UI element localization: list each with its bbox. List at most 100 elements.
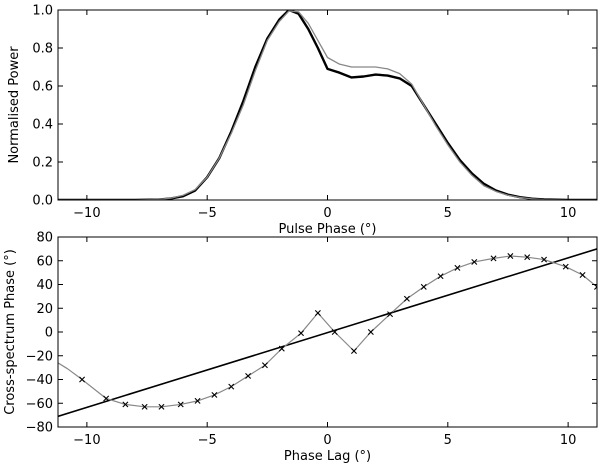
x-tick-label: 0 (323, 206, 331, 221)
x-marker-stroke (211, 391, 218, 398)
x-marker-stroke (387, 311, 394, 318)
x-marker (298, 330, 305, 337)
y-tick-label: 80 (36, 231, 53, 246)
data-group (58, 248, 597, 418)
series-line-0 (58, 10, 597, 200)
x-marker (420, 283, 427, 290)
y-tick-label: 0.2 (32, 156, 53, 171)
x-marker-stroke (141, 403, 148, 410)
x-marker-stroke (314, 310, 321, 316)
x-marker-stroke (420, 283, 427, 290)
series-line-1 (58, 255, 597, 408)
x-marker-stroke (122, 401, 129, 408)
x-marker (245, 372, 252, 379)
y-tick-label: 0.0 (32, 194, 53, 209)
y-tick-label: 60 (36, 254, 53, 269)
x-marker-stroke (194, 397, 201, 404)
x-marker (177, 401, 184, 408)
series-line-1 (58, 10, 597, 200)
x-marker (228, 383, 235, 390)
x-axis-label: Pulse Phase (°) (279, 222, 377, 237)
y-tick-label: 20 (36, 302, 53, 317)
x-marker (314, 310, 321, 316)
x-marker-stroke (245, 372, 252, 379)
x-marker (594, 283, 597, 290)
x-marker-stroke (331, 329, 338, 335)
x-marker (541, 256, 548, 263)
x-marker (403, 295, 410, 302)
y-axis-label: Normalised Power (7, 46, 22, 164)
y-tick-label: 0 (45, 326, 53, 341)
x-marker-stroke (103, 395, 110, 402)
x-marker-stroke (541, 256, 548, 263)
x-marker-stroke (367, 329, 374, 335)
x-marker (261, 362, 268, 369)
x-marker (524, 254, 531, 261)
x-marker (471, 258, 478, 265)
x-tick-label: −10 (73, 206, 100, 221)
x-marker (79, 376, 86, 383)
y-axis-label: Cross-spectrum Phase (°) (3, 249, 18, 415)
x-marker (437, 273, 444, 280)
x-marker-stroke (298, 330, 305, 337)
x-marker-stroke (177, 401, 184, 408)
x-marker-stroke (79, 376, 86, 383)
x-marker (350, 348, 357, 354)
x-tick-label: −5 (198, 433, 217, 448)
x-marker (141, 403, 148, 410)
x-marker-stroke (261, 362, 268, 369)
x-marker (103, 395, 110, 402)
x-tick-label: 5 (444, 206, 452, 221)
x-marker-stroke (350, 348, 357, 354)
top-panel-pulse-profile: −10 −5 0 5 10 0.0 0.2 0.4 0.6 0.8 1.0 Pulse Phase (… (7, 4, 598, 237)
x-marker (158, 403, 165, 410)
x-marker (454, 264, 461, 271)
x-marker (387, 311, 394, 318)
data-group (58, 10, 597, 200)
y-tick-label: 1.0 (32, 4, 53, 19)
x-marker-stroke (490, 255, 497, 262)
x-marker-stroke (437, 273, 444, 280)
y-tick-label: −20 (26, 349, 53, 364)
x-marker (331, 329, 338, 335)
x-tick-label: 5 (444, 433, 452, 448)
x-marker (211, 391, 218, 398)
x-marker (122, 401, 129, 408)
x-marker-stroke (403, 295, 410, 302)
x-marker-stroke (278, 345, 285, 352)
y-tick-label: 0.4 (32, 118, 53, 133)
y-tick-label: −40 (26, 373, 53, 388)
x-marker (278, 345, 285, 352)
y-tick-label: 40 (36, 278, 53, 293)
y-tick-label: −60 (26, 397, 53, 412)
x-marker-stroke (594, 283, 597, 288)
x-axis-label: Phase Lag (°) (284, 449, 371, 464)
x-marker (507, 253, 514, 259)
y-tick-label: 0.6 (32, 80, 53, 95)
x-marker-stroke (507, 253, 514, 259)
x-tick-label: −10 (73, 433, 100, 448)
x-marker-stroke (579, 272, 586, 278)
x-marker-stroke (471, 258, 478, 265)
series-line-0 (58, 248, 597, 418)
x-marker (367, 329, 374, 335)
x-tick-label: 10 (560, 206, 577, 221)
x-marker-stroke (594, 286, 597, 290)
y-tick-label: 0.8 (32, 42, 53, 57)
x-tick-label: −5 (198, 206, 217, 221)
x-marker-stroke (562, 263, 569, 270)
bottom-panel-cross-spectrum: −10 −5 0 5 10 −80 −60 −40 −20 0 20 40 60 80 Phase Lag … (3, 231, 598, 464)
x-tick-label: 0 (323, 433, 331, 448)
x-marker-stroke (158, 403, 165, 410)
x-marker (194, 397, 201, 404)
axes-frame (57, 9, 598, 201)
x-marker-stroke (228, 383, 235, 390)
x-marker-stroke (524, 254, 531, 261)
x-marker (562, 263, 569, 270)
x-tick-label: 10 (560, 433, 577, 448)
y-tick-label: −80 (26, 421, 53, 436)
x-marker (579, 272, 586, 278)
x-marker (490, 255, 497, 262)
x-marker-stroke (454, 264, 461, 271)
